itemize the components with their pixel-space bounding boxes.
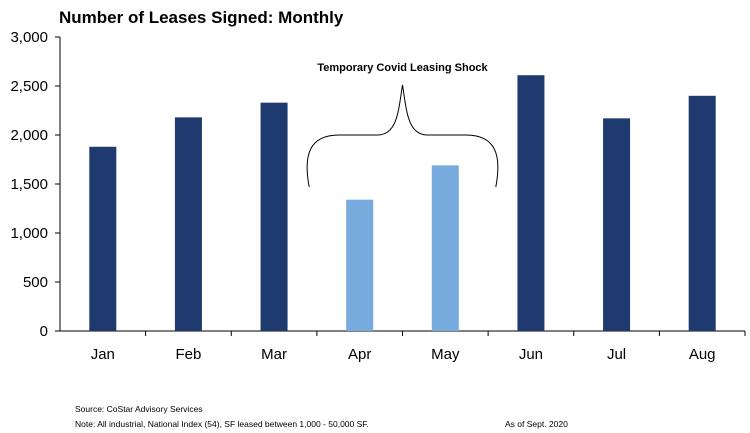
bar-jun: [517, 75, 545, 331]
y-tick-label: 2,500: [10, 78, 48, 95]
bar-may: [431, 165, 459, 331]
x-tick-label: Jul: [607, 346, 626, 363]
y-tick-label: 1,000: [10, 225, 48, 242]
y-tick-label: 1,500: [10, 176, 48, 193]
x-tick-label: Jun: [519, 346, 543, 363]
x-tick-label: Jan: [91, 346, 115, 363]
chart-title: Number of Leases Signed: Monthly: [59, 8, 344, 27]
x-tick-label: Apr: [348, 346, 371, 363]
y-tick-label: 3,000: [10, 29, 48, 46]
annotation-label: Temporary Covid Leasing Shock: [317, 62, 488, 74]
x-tick-label: May: [431, 346, 460, 363]
bar-chart: 0 500 1,000 1,500 2,000 2,500 3,000 Jan Feb Mar Ap…: [10, 29, 746, 363]
as-of-footnote: As of Sept. 2020: [505, 419, 568, 429]
x-tick-label: Mar: [261, 346, 287, 363]
bar-jan: [89, 146, 117, 331]
bar-mar: [260, 102, 288, 331]
x-tick-label: Feb: [176, 346, 202, 363]
bar-aug: [688, 95, 716, 331]
bar-apr: [346, 199, 374, 331]
y-tick-label: 500: [23, 274, 48, 291]
x-tick-label: Aug: [689, 346, 716, 363]
bar-jul: [603, 118, 631, 331]
source-footnote: Source: CoStar Advisory Services: [75, 404, 203, 414]
bar-feb: [174, 117, 202, 331]
y-tick-label: 2,000: [10, 127, 48, 144]
annotation-brace: [306, 84, 499, 188]
note-footnote: Note: All industrial, National Index (54…: [75, 419, 369, 429]
y-tick-label: 0: [40, 323, 48, 340]
